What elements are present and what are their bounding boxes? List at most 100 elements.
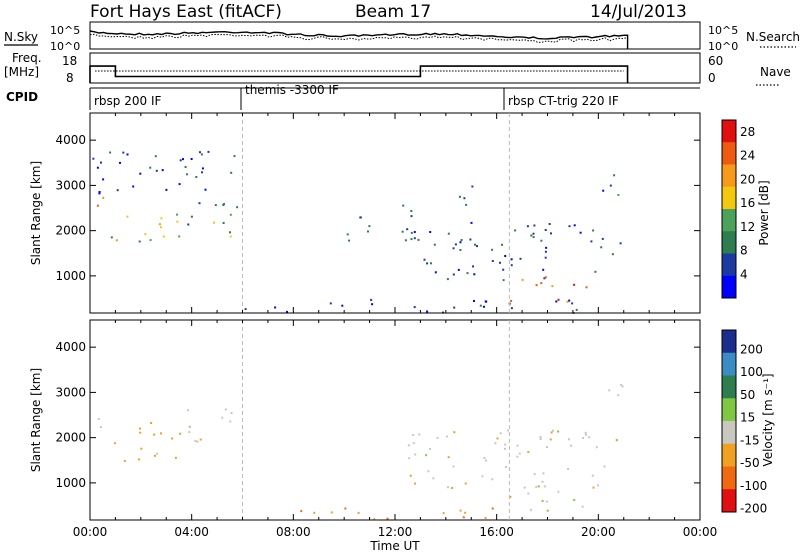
velocity-cell: [505, 466, 507, 469]
power-cell: [178, 183, 181, 186]
velocity-cell: [425, 454, 428, 457]
velocity-cell: [432, 477, 435, 480]
power-cell: [139, 172, 142, 175]
velocity-cell: [113, 442, 116, 445]
velocity-cell: [462, 516, 465, 519]
velocity-colorbar-label: Velocity [m s⁻¹]: [761, 373, 775, 466]
freq-left-tick-bottom: 8: [66, 71, 74, 85]
noise-search-series: [89, 33, 628, 43]
velocity-colorbar: 200 100 50 15 -15 -50 -100 -200: [721, 329, 767, 516]
power-cell: [149, 239, 152, 242]
power-cell: [201, 171, 203, 174]
power-colorbar-swatch: [722, 120, 736, 143]
power-cell: [491, 260, 494, 262]
velocity-cell: [97, 418, 100, 420]
velocity-cell: [546, 446, 548, 449]
noise-sky-label: N.Sky: [4, 30, 38, 44]
velocity-cell: [585, 433, 587, 436]
velocity-axes: 1000 2000 3000 4000: [55, 320, 701, 520]
noise-left-tick-top: 10^5: [50, 24, 80, 37]
power-cell: [402, 204, 405, 207]
freq-label-line2: [MHz]: [4, 65, 39, 79]
power-colorbar-swatch: [722, 164, 736, 188]
power-colorbar-tick: 28: [740, 125, 755, 139]
power-cell: [404, 239, 407, 242]
velocity-cell: [229, 420, 232, 423]
power-cell: [96, 166, 99, 169]
power-cell: [132, 185, 135, 188]
x-tick-label: 20:00: [581, 525, 616, 539]
velocity-cell: [221, 416, 224, 419]
power-cell: [579, 231, 582, 234]
power-cell: [176, 220, 179, 223]
x-tick-label: 04:00: [174, 525, 209, 539]
power-cell: [119, 161, 121, 164]
noise-panel-frame: [89, 21, 701, 50]
power-cell: [476, 245, 478, 248]
power-cell: [371, 303, 374, 306]
velocity-colorbar-tick: 50: [740, 388, 755, 402]
velocity-cell: [491, 478, 494, 481]
velocity-cell: [99, 426, 102, 429]
velocity-cell: [447, 456, 450, 459]
power-cell: [154, 155, 157, 158]
power-cell: [179, 159, 182, 162]
velocity-cell: [533, 473, 536, 476]
power-cell: [126, 153, 129, 156]
power-cell: [178, 235, 181, 238]
nave-label: Nave: [760, 65, 791, 79]
power-cell: [510, 264, 513, 267]
velocity-cell: [527, 451, 530, 453]
velocity-cell: [188, 431, 191, 433]
nave-right-tick-top: 60: [708, 54, 723, 68]
cpid-label: CPID: [6, 90, 38, 104]
power-cell: [430, 262, 432, 265]
velocity-colorbar-tick: -100: [740, 479, 767, 493]
velocity-colorbar-tick: -15: [740, 433, 760, 447]
power-cell: [159, 226, 162, 229]
y-tick-label: 1000: [55, 476, 86, 490]
velocity-cell: [567, 468, 570, 470]
power-cell: [230, 171, 233, 174]
velocity-cell: [300, 510, 303, 513]
power-cell: [465, 203, 468, 206]
power-cell: [346, 233, 349, 236]
power-cell: [186, 173, 188, 176]
velocity-cell: [464, 511, 467, 514]
velocity-cell: [436, 436, 439, 439]
power-cell: [463, 197, 466, 200]
velocity-colorbar-swatch: [722, 489, 736, 513]
velocity-cell: [418, 433, 421, 436]
velocity-cell: [573, 498, 576, 501]
velocity-ylabel: Slant Range [km]: [29, 368, 43, 472]
power-cell: [459, 249, 462, 251]
power-cell: [619, 242, 622, 245]
velocity-cell: [179, 432, 182, 435]
beam-label: Beam 17: [355, 2, 431, 22]
velocity-cell: [196, 440, 199, 443]
power-colorbar-swatch: [722, 231, 736, 254]
velocity-cell: [224, 408, 227, 411]
velocity-cell: [174, 456, 177, 459]
power-cell: [573, 283, 576, 286]
power-cell: [236, 206, 239, 209]
power-cell: [446, 278, 449, 281]
power-cell: [96, 204, 99, 207]
power-cell: [550, 232, 552, 235]
velocity-cell: [549, 438, 552, 441]
power-cell: [594, 270, 597, 273]
velocity-cell: [412, 442, 415, 445]
power-cell: [233, 155, 236, 158]
velocity-colorbar-tick: -200: [740, 502, 767, 516]
power-cell: [514, 229, 517, 232]
velocity-cell: [581, 505, 584, 508]
velocity-cell: [123, 460, 126, 462]
power-cell: [149, 166, 152, 169]
velocity-cell: [597, 484, 600, 487]
power-cell: [447, 232, 450, 235]
velocity-cell: [504, 443, 507, 446]
velocity-cell: [408, 457, 411, 460]
velocity-colorbar-swatch: [722, 352, 736, 376]
velocity-cell: [539, 438, 542, 440]
power-cell: [413, 237, 416, 240]
